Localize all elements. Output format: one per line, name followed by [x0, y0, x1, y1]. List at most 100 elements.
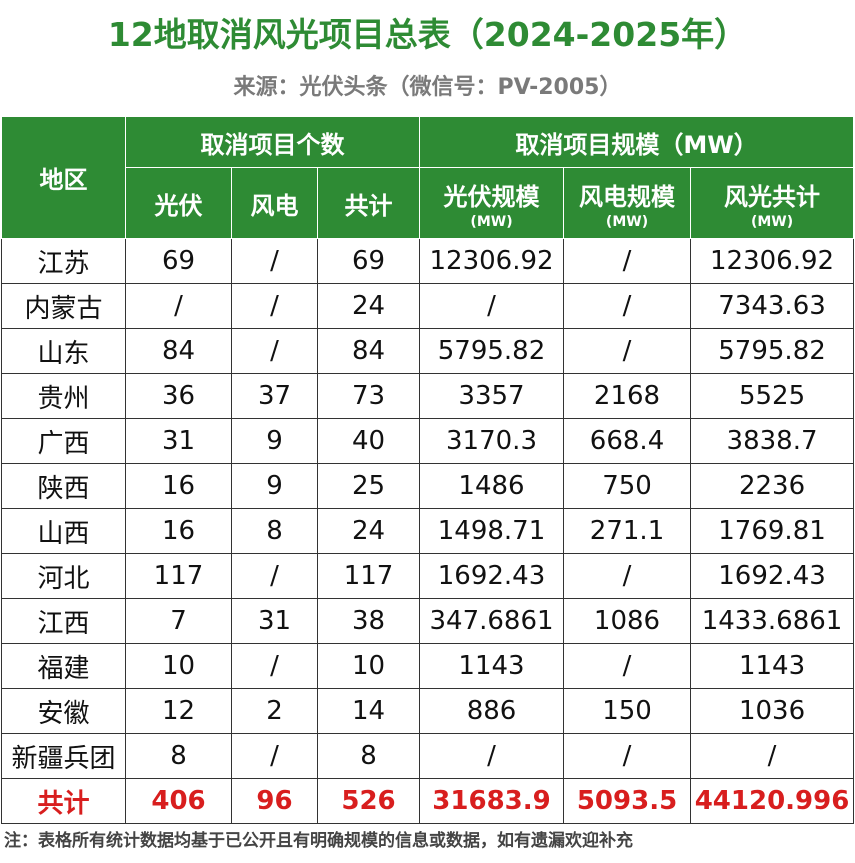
cell-combined-scale: 5795.82 [690, 328, 855, 374]
header-pv: 光伏 [125, 167, 232, 239]
cell-total: 24 [316, 508, 421, 554]
header-group-scale: 取消项目规模（MW） [419, 116, 855, 168]
cell-combined-scale: 1692.43 [690, 553, 855, 599]
source-line: 来源：光伏头条（微信号：PV-2005） [233, 75, 622, 100]
cell-pv: 10 [125, 643, 232, 689]
total-pv: 406 [125, 778, 232, 824]
cell-pv-scale: 886 [419, 688, 565, 734]
cell-combined-scale: 7343.63 [690, 283, 855, 329]
total-label: 共计 [1, 778, 126, 824]
cell-pv-scale: 3357 [419, 373, 565, 419]
cell-region: 河北 [1, 553, 126, 599]
total-combined-scale: 44120.996 [690, 778, 855, 824]
cell-pv-scale: / [419, 283, 565, 329]
cell-total: 117 [316, 553, 421, 599]
cell-region: 广西 [1, 418, 126, 464]
cell-wind-scale: / [563, 283, 692, 329]
cell-combined-scale: 12306.92 [690, 238, 855, 284]
table-row: 贵州 36 37 73 3357 2168 5525 [1, 373, 855, 419]
cell-pv: / [125, 283, 232, 329]
cell-wind: 9 [231, 463, 318, 509]
cell-wind-scale: / [563, 238, 692, 284]
cell-wind: 31 [231, 598, 318, 644]
cell-wind-scale: / [563, 328, 692, 374]
cell-region: 山西 [1, 508, 126, 554]
cell-wind: / [231, 733, 318, 779]
total-pv-scale: 31683.9 [419, 778, 565, 824]
header-combined-scale-unit: (MW) [750, 213, 794, 230]
cell-wind: 2 [231, 688, 318, 734]
cell-total: 8 [316, 733, 421, 779]
cell-pv-scale: / [419, 733, 565, 779]
cell-total: 40 [316, 418, 421, 464]
cell-pv-scale: 1692.43 [419, 553, 565, 599]
header-pv-scale: 光伏规模 (MW) [419, 167, 565, 239]
header-wind-scale-label: 风电规模 [579, 182, 676, 211]
cell-pv: 12 [125, 688, 232, 734]
cell-combined-scale: 1769.81 [690, 508, 855, 554]
table-row: 江西 7 31 38 347.6861 1086 1433.6861 [1, 598, 855, 644]
table-row: 江苏 69 / 69 12306.92 / 12306.92 [1, 238, 855, 284]
cell-wind: 8 [231, 508, 318, 554]
cell-wind: / [231, 328, 318, 374]
header-combined-scale-label: 风光共计 [724, 182, 821, 211]
cell-combined-scale: / [690, 733, 855, 779]
total-wind-scale: 5093.5 [563, 778, 692, 824]
cell-pv: 84 [125, 328, 232, 374]
table-row: 广西 31 9 40 3170.3 668.4 3838.7 [1, 418, 855, 464]
cell-wind-scale: 2168 [563, 373, 692, 419]
cell-wind-scale: 150 [563, 688, 692, 734]
cell-total: 24 [316, 283, 421, 329]
table-row: 福建 10 / 10 1143 / 1143 [1, 643, 855, 689]
cell-region: 贵州 [1, 373, 126, 419]
cell-pv: 7 [125, 598, 232, 644]
table-row: 陕西 16 9 25 1486 750 2236 [1, 463, 855, 509]
table-row: 山东 84 / 84 5795.82 / 5795.82 [1, 328, 855, 374]
table-header: 地区 取消项目个数 取消项目规模（MW） 光伏 风电 共计 光伏规模 (MW) … [1, 116, 855, 239]
cell-wind: 37 [231, 373, 318, 419]
cell-total: 69 [316, 238, 421, 284]
header-total: 共计 [316, 167, 421, 239]
cell-wind-scale: 271.1 [563, 508, 692, 554]
header-wind-scale-unit: (MW) [605, 213, 649, 230]
cell-combined-scale: 1036 [690, 688, 855, 734]
total-wind: 96 [231, 778, 318, 824]
header-pv-scale-unit: (MW) [470, 213, 513, 230]
header-pv-scale-label: 光伏规模 [443, 182, 540, 211]
cell-pv: 36 [125, 373, 232, 419]
page-title: 12地取消风光项目总表（2024-2025年） [107, 15, 748, 54]
cell-combined-scale: 1143 [690, 643, 855, 689]
total-row: 共计 406 96 526 31683.9 5093.5 44120.996 [1, 778, 855, 824]
cell-wind: / [231, 238, 318, 284]
cell-wind-scale: / [563, 733, 692, 779]
header-wind-scale: 风电规模 (MW) [563, 167, 692, 239]
cell-region: 江苏 [1, 238, 126, 284]
cell-pv: 69 [125, 238, 232, 284]
header-combined-scale: 风光共计 (MW) [690, 167, 855, 239]
cell-region: 内蒙古 [1, 283, 126, 329]
cell-pv-scale: 347.6861 [419, 598, 565, 644]
header-wind: 风电 [231, 167, 318, 239]
cell-pv: 117 [125, 553, 232, 599]
cell-region: 山东 [1, 328, 126, 374]
cell-pv-scale: 5795.82 [419, 328, 565, 374]
cell-pv-scale: 1143 [419, 643, 565, 689]
cell-region: 新疆兵团 [1, 733, 126, 779]
table-row: 河北 117 / 117 1692.43 / 1692.43 [1, 553, 855, 599]
table-body: 江苏 69 / 69 12306.92 / 12306.92 内蒙古 / / 2… [1, 238, 855, 824]
cell-wind: / [231, 643, 318, 689]
cell-combined-scale: 2236 [690, 463, 855, 509]
header-region: 地区 [1, 116, 126, 239]
header-group-count: 取消项目个数 [124, 116, 421, 168]
cell-wind-scale: / [563, 643, 692, 689]
cell-combined-scale: 1433.6861 [690, 598, 855, 644]
cell-pv-scale: 3170.3 [419, 418, 565, 464]
cell-wind-scale: 1086 [563, 598, 692, 644]
cell-total: 73 [316, 373, 421, 419]
cell-total: 84 [316, 328, 421, 374]
cell-wind-scale: / [563, 553, 692, 599]
footnote: 注：表格所有统计数据均基于已公开且有明确规模的信息或数据，如有遗漏欢迎补充 [4, 831, 633, 851]
cell-pv-scale: 1486 [419, 463, 565, 509]
cell-total: 10 [316, 643, 421, 689]
cell-wind: / [231, 553, 318, 599]
